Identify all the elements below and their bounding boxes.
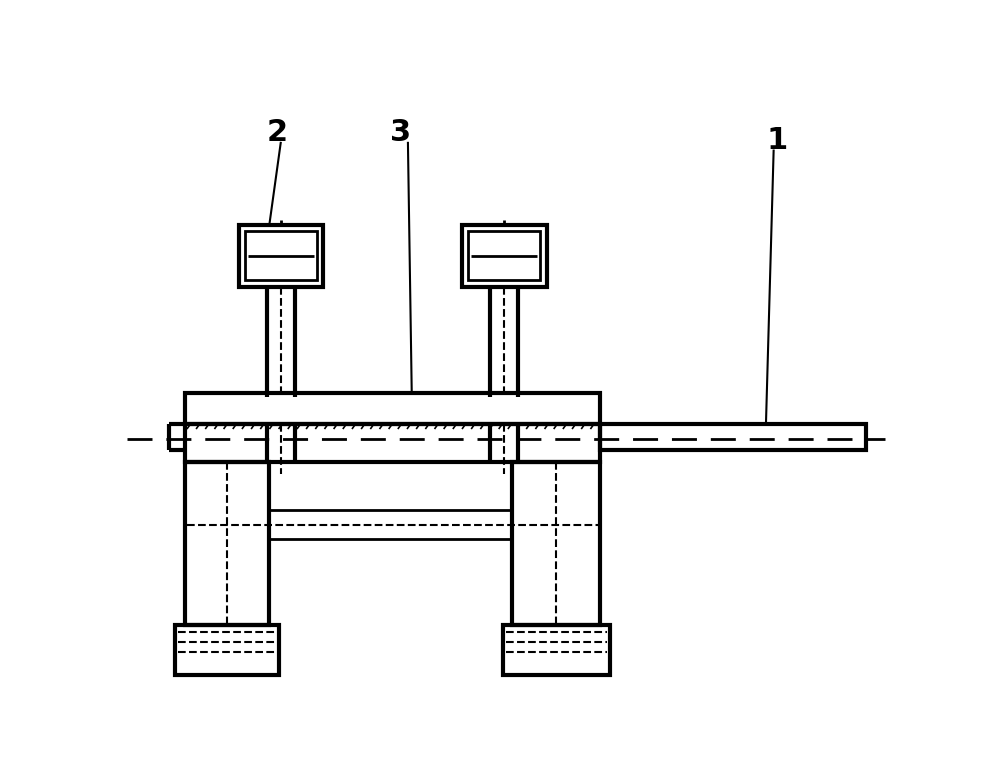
- Text: 3: 3: [390, 118, 411, 147]
- Bar: [175, 626, 278, 676]
- Bar: [185, 462, 269, 626]
- Text: 1: 1: [766, 125, 787, 154]
- Bar: [185, 423, 599, 462]
- Bar: [511, 462, 599, 626]
- Bar: [185, 393, 599, 423]
- Bar: [245, 231, 317, 281]
- Bar: [269, 510, 511, 539]
- Bar: [467, 231, 540, 281]
- Text: 2: 2: [266, 118, 287, 147]
- Bar: [239, 225, 323, 287]
- Bar: [502, 626, 609, 676]
- Bar: [461, 225, 546, 287]
- Bar: [599, 423, 865, 450]
